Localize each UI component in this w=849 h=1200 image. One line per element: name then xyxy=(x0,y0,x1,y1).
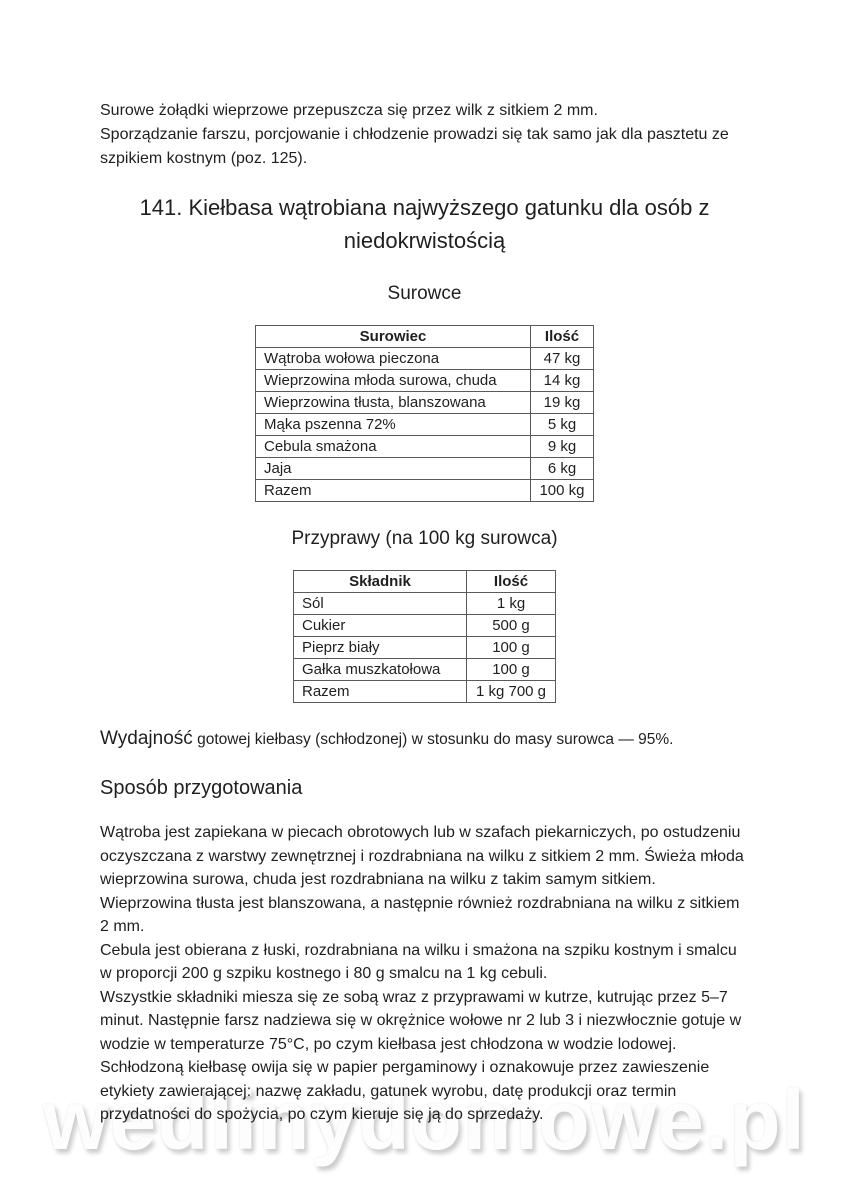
table-header-row: Surowiec Ilość xyxy=(255,325,594,348)
col-header-surowiec: Surowiec xyxy=(255,325,531,348)
spice-name: Cukier xyxy=(293,614,467,637)
ingredient-name: Jaja xyxy=(255,457,531,480)
ingredient-qty: 19 kg xyxy=(530,391,594,414)
spice-qty: 500 g xyxy=(466,614,556,637)
table-header-row: Składnik Ilość xyxy=(293,570,556,593)
spice-qty: 100 g xyxy=(466,636,556,659)
ingredient-qty: 100 kg xyxy=(530,479,594,502)
preparation-paragraph-3: Wszystkie składniki miesza się ze sobą w… xyxy=(100,988,742,1053)
spice-name: Pieprz biały xyxy=(293,636,467,659)
section-heading-sposob: Sposób przygotowania xyxy=(100,777,303,799)
ingredient-name: Wieprzowina młoda surowa, chuda xyxy=(255,369,531,392)
spices-table: Składnik Ilość Sól 1 kg Cukier 500 g Pie… xyxy=(293,570,556,703)
table-row-total: Razem 1 kg 700 g xyxy=(293,680,556,703)
intro-line-1: Surowe żołądki wieprzowe przepuszcza się… xyxy=(100,102,598,119)
intro-line-2: Sporządzanie farszu, porcjowanie i chłod… xyxy=(100,126,729,167)
ingredient-name: Wieprzowina tłusta, blanszowana xyxy=(255,391,531,414)
spice-qty: 100 g xyxy=(466,658,556,681)
intro-block: Surowe żołądki wieprzowe przepuszcza się… xyxy=(100,99,749,171)
table-row: Pieprz biały 100 g xyxy=(293,636,556,659)
watermark: wedlinydomowe.pl xyxy=(43,1073,806,1167)
table-row: Wieprzowina tłusta, blanszowana 19 kg xyxy=(255,391,594,414)
ingredient-name: Razem xyxy=(255,479,531,502)
ingredient-qty: 47 kg xyxy=(530,347,594,370)
table-row: Cukier 500 g xyxy=(293,614,556,637)
preparation-block: Wątroba jest zapiekana w piecach obrotow… xyxy=(100,821,749,1127)
table-row: Cebula smażona 9 kg xyxy=(255,435,594,458)
spice-name: Gałka muszkatołowa xyxy=(293,658,467,681)
ingredient-qty: 5 kg xyxy=(530,413,594,436)
col-header-ilosc: Ilość xyxy=(466,570,556,593)
table-row-total: Razem 100 kg xyxy=(255,479,594,502)
spice-name: Sól xyxy=(293,592,467,615)
section-heading-surowce: Surowce xyxy=(387,283,462,304)
preparation-paragraph-4: Schłodzoną kiełbasę owija się w papier p… xyxy=(100,1059,710,1123)
ingredient-name: Cebula smażona xyxy=(255,435,531,458)
col-header-ilosc: Ilość xyxy=(530,325,594,348)
yield-note-rest: gotowej kiełbasy (schłodzonej) w stosunk… xyxy=(192,731,674,748)
spice-qty: 1 kg xyxy=(466,592,556,615)
ingredient-qty: 6 kg xyxy=(530,457,594,480)
table-row: Wieprzowina młoda surowa, chuda 14 kg xyxy=(255,369,594,392)
ingredient-qty: 14 kg xyxy=(530,369,594,392)
ingredients-table: Surowiec Ilość Wątroba wołowa pieczona 4… xyxy=(255,325,594,502)
preparation-paragraph-2: Cebula jest obierana z łuski, rozdrabnia… xyxy=(100,941,737,983)
page-content: Surowe żołądki wieprzowe przepuszcza się… xyxy=(100,99,749,1127)
table-row: Wątroba wołowa pieczona 47 kg xyxy=(255,347,594,370)
table-row: Jaja 6 kg xyxy=(255,457,594,480)
ingredient-name: Wątroba wołowa pieczona xyxy=(255,347,531,370)
preparation-paragraph-1: Wątroba jest zapiekana w piecach obrotow… xyxy=(100,824,744,935)
ingredient-qty: 9 kg xyxy=(530,435,594,458)
section-heading-przyprawy: Przyprawy (na 100 kg surowca) xyxy=(291,528,558,549)
col-header-skladnik: Składnik xyxy=(293,570,467,593)
table-row: Mąka pszenna 72% 5 kg xyxy=(255,413,594,436)
table-row: Sól 1 kg xyxy=(293,592,556,615)
ingredient-name: Mąka pszenna 72% xyxy=(255,413,531,436)
recipe-title: 141. Kiełbasa wątrobiana najwyższego gat… xyxy=(139,195,710,253)
table-row: Gałka muszkatołowa 100 g xyxy=(293,658,556,681)
yield-note-lead: Wydajność xyxy=(100,728,193,749)
spice-qty: 1 kg 700 g xyxy=(466,680,556,703)
spice-name: Razem xyxy=(293,680,467,703)
yield-note: Wydajność gotowej kiełbasy (schłodzonej)… xyxy=(100,726,749,753)
